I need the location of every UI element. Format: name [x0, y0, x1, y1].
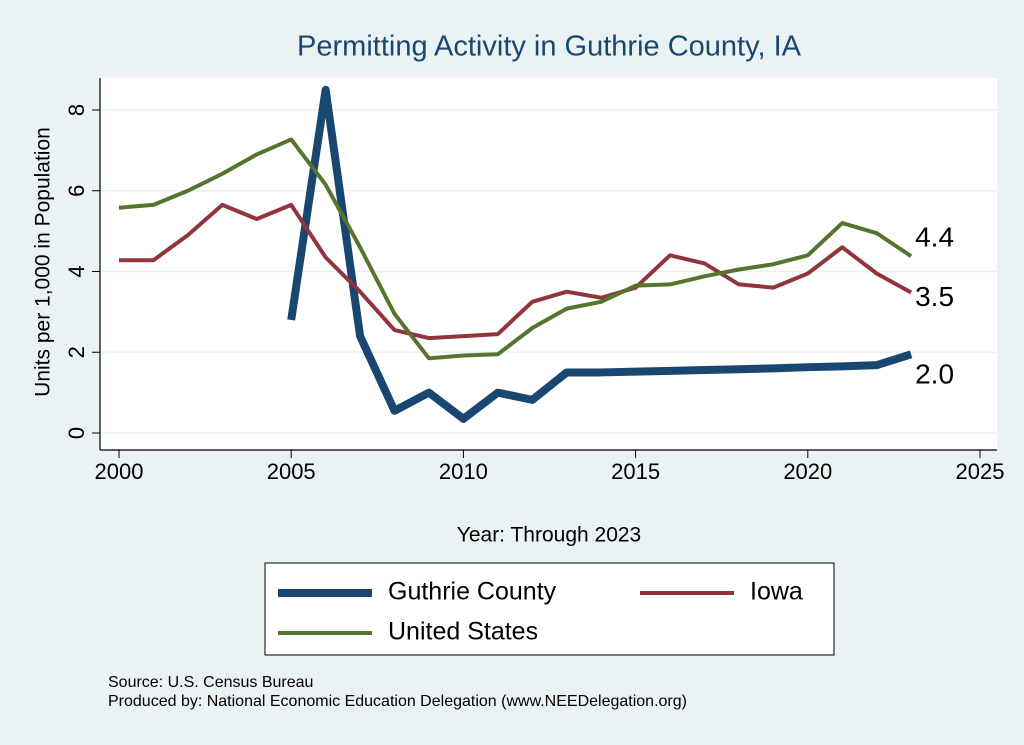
x-tick-label: 2020	[783, 459, 832, 484]
x-tick-label: 2000	[95, 459, 144, 484]
y-tick-label: 6	[64, 185, 89, 197]
y-tick-label: 2	[64, 346, 89, 358]
note: Source: U.S. Census Bureau	[108, 674, 313, 691]
legend	[264, 562, 835, 656]
value-label: 3.5	[915, 281, 954, 312]
y-tick-label: 0	[64, 427, 89, 439]
y-tick-label: 8	[64, 104, 89, 116]
note: Produced by: National Economic Education…	[108, 693, 687, 710]
series-line	[287, 85, 913, 423]
x-tick-label: 2015	[611, 459, 660, 484]
x-tick-label: 2005	[267, 459, 316, 484]
x-axis-title: Year: Through 2023	[457, 524, 642, 547]
legend-label: Iowa	[750, 578, 803, 606]
y-tick-label: 4	[64, 265, 89, 277]
value-label: 4.4	[915, 222, 954, 253]
series-line	[119, 202, 913, 341]
value-label: 2.0	[915, 359, 954, 390]
series-line	[118, 137, 913, 361]
legend-label: United States	[388, 618, 538, 646]
legend-label: Guthrie County	[388, 578, 557, 606]
y-axis-title: Units per 1,000 in Population	[32, 127, 55, 397]
chart-title: Permitting Activity in Guthrie County, I…	[297, 31, 802, 63]
x-tick-label: 2025	[956, 459, 1005, 484]
x-tick-label: 2010	[439, 459, 488, 484]
